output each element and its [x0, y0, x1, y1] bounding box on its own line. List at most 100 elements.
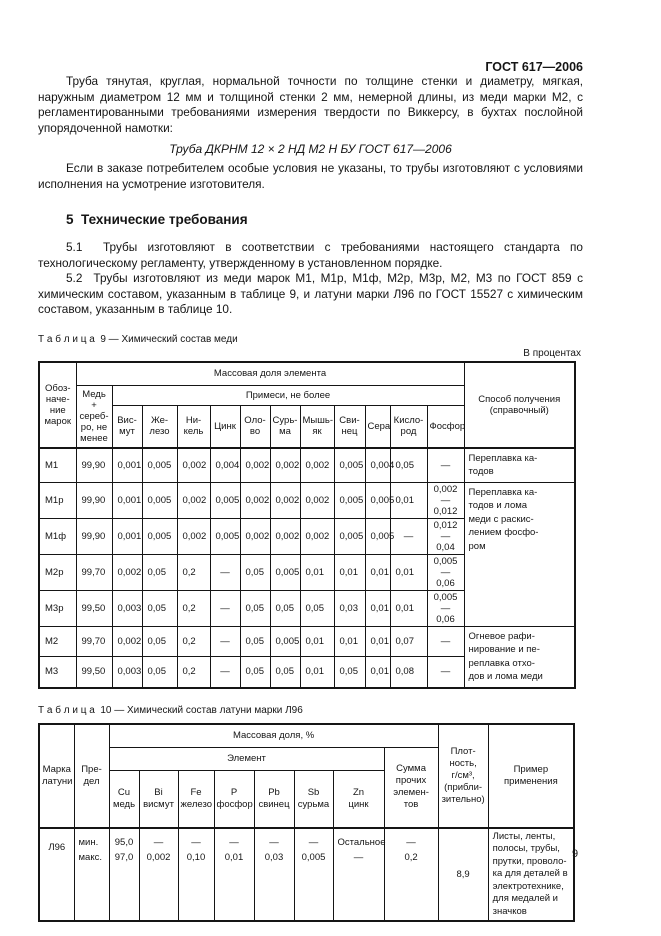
t9-cell: 0,005	[209, 481, 241, 519]
t9-cell: 0,05	[141, 625, 178, 658]
t9-cell: 0,005	[333, 481, 366, 519]
t10-header-element-symbol: Zn цинк	[332, 770, 385, 829]
t9-cell: 0,002	[269, 517, 301, 555]
t9-cell: —	[426, 625, 465, 658]
t10-cell: — 0,005	[293, 827, 334, 922]
t9-header-element: Мышь- як	[299, 405, 335, 449]
t10-cell: 95,0 97,0	[108, 827, 140, 922]
table-row: М1 99,90 0,001 0,005 0,002 0,004 0,002 0…	[38, 447, 576, 483]
t9-header-impurities: Примеси, не более	[111, 385, 465, 406]
t10-header-element-symbol: P фосфор	[213, 770, 255, 829]
t9-header-element: Сера	[364, 405, 391, 449]
t9-cell: 0,002	[111, 625, 143, 658]
t9-cell: 0,002	[239, 447, 271, 483]
t9-cell: —	[209, 656, 241, 688]
t9-cell: 0,005	[333, 517, 366, 555]
t9-mark: М3р	[38, 589, 77, 627]
table9-units-note: В процентах	[523, 347, 581, 359]
t9-cell: 0,002	[176, 447, 211, 483]
t9-cell: 0,05	[141, 656, 178, 688]
t9-header-element: Цинк	[209, 405, 241, 449]
t10-header-density: Плот- ность, г/см³, (прибли- зительно)	[437, 723, 489, 829]
t9-cell: 99,50	[75, 656, 113, 688]
table-9-copper-composition: Обоз- наче- ние марок Массовая доля элем…	[38, 360, 577, 689]
t10-header-element-symbol: Pb свинец	[253, 770, 295, 829]
t9-cell: —	[389, 517, 428, 555]
t10-cell: — 0,2	[383, 827, 439, 922]
table-row: М1р 99,90 0,001 0,005 0,002 0,005 0,002 …	[38, 481, 576, 627]
t9-cell: 0,01	[389, 553, 428, 591]
table10-caption: Т а б л и ц а 10 — Химический состав лат…	[38, 704, 303, 716]
t9-cell: —	[426, 656, 465, 688]
t9-cell: 0,002	[239, 517, 271, 555]
t9-mark: М2	[38, 625, 77, 658]
document-header: ГОСТ 617—2006	[485, 60, 583, 74]
t9-cell: 0,005— 0,06	[426, 553, 465, 591]
t9-mark: М2р	[38, 553, 77, 591]
t9-cell: 0,002	[299, 481, 335, 519]
t10-cell: — 0,01	[213, 827, 255, 922]
clause-5-1: 5.1 Трубы изготовляют в соответствии с т…	[38, 240, 587, 270]
t10-header-sum-others: Сумма прочих элемен- тов	[383, 747, 439, 829]
t9-cell: 0,01	[299, 553, 335, 591]
t9-cell: 0,2	[176, 656, 211, 688]
t9-cell: 0,05	[299, 589, 335, 627]
t9-cell: —	[209, 589, 241, 627]
t10-cell: Остальное —	[332, 827, 385, 922]
t9-header-method: Способ получения (справочный)	[463, 361, 576, 449]
t9-cell: 0,07	[389, 625, 428, 658]
t9-cell: 99,90	[75, 517, 113, 555]
t10-example-cell: Листы, ленты, полосы, трубы, прутки, про…	[487, 827, 575, 922]
t9-cell: 0,05	[141, 589, 178, 627]
t9-cell: 99,90	[75, 481, 113, 519]
t9-cell: 0,01	[299, 625, 335, 658]
t10-header-element-symbol: Bi висмут	[138, 770, 179, 829]
t9-header-mass-fraction: Массовая доля элемента	[75, 361, 465, 386]
t9-cell: 0,005	[141, 517, 178, 555]
table-row: Л96 мин. макс. 95,0 97,0 — 0,002 — 0,10 …	[38, 827, 575, 922]
t9-method-cell: Переплавка ка- тодов	[463, 447, 576, 483]
t9-cell: 0,01	[389, 589, 428, 627]
t9-cell: 0,05	[269, 656, 301, 688]
t9-cell: 0,05	[239, 625, 271, 658]
t9-header-element: Же- лезо	[141, 405, 178, 449]
t9-cell: 0,01	[299, 656, 335, 688]
table-10-brass-composition: Марка латуни Пре- дел Массовая доля, % П…	[38, 722, 576, 922]
t9-header-element: Сурь- ма	[269, 405, 301, 449]
t9-cell: 0,08	[389, 656, 428, 688]
t10-limit: мин. макс.	[73, 827, 110, 922]
table-row: Обоз- наче- ние марок Массовая доля элем…	[38, 361, 576, 449]
t9-cell: 0,002	[299, 447, 335, 483]
t9-header-element: Оло- во	[239, 405, 271, 449]
t9-cell: 0,2	[176, 625, 211, 658]
t9-header-element: Кисло- род	[389, 405, 428, 449]
t9-cell: 0,002	[269, 481, 301, 519]
t9-mark: М1р	[38, 481, 77, 519]
t9-mark: М1ф	[38, 517, 77, 555]
t9-cell: 0,004	[209, 447, 241, 483]
table-row: Cu медь Bi висмут Fe железо P фосфор Pb …	[39, 770, 574, 829]
t9-cell: —	[209, 625, 241, 658]
t9-mark: М1	[38, 447, 77, 483]
t9-cell: 0,005	[269, 553, 301, 591]
t9-cell: —	[209, 553, 241, 591]
t9-cell: 0,012— 0,04	[426, 517, 465, 555]
t9-cell: 0,01	[364, 625, 391, 658]
t9-method-cell: Переплавка ка- тодов и лома меди с раски…	[463, 481, 576, 627]
t9-cell: 0,001	[111, 481, 143, 519]
t10-density-value: 8,9	[437, 827, 489, 922]
t9-header-mark: Обоз- наче- ние марок	[38, 361, 77, 449]
t10-header-mass-fraction: Массовая доля, %	[108, 723, 439, 748]
tube-designation-line: Труба ДКРНМ 12 × 2 НД М2 Н БУ ГОСТ 617—2…	[169, 142, 452, 156]
t9-cell: 0,005	[333, 447, 366, 483]
t10-header-element: Элемент	[108, 747, 385, 771]
paragraph-order-note: Если в заказе потребителем особые услови…	[38, 161, 583, 191]
table-row: Вис- мут Же- лезо Ни- кель Цинк Оло- во …	[39, 405, 575, 449]
t10-header-limit: Пре- дел	[73, 723, 110, 829]
t9-cell: 0,005— 0,06	[426, 589, 465, 627]
t9-cell: 0,002	[111, 553, 143, 591]
t9-cell: 0,005	[364, 517, 394, 555]
t9-cell: 0,03	[333, 589, 366, 627]
t9-cell: 0,002	[269, 447, 301, 483]
t9-cell: 0,05	[389, 447, 428, 483]
